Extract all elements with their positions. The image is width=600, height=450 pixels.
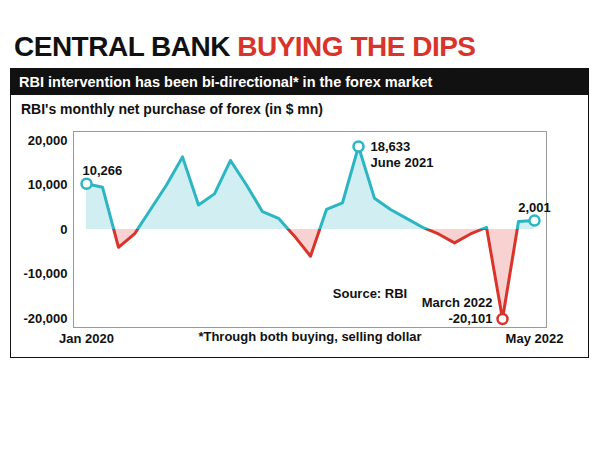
svg-text:March 2022: March 2022 <box>422 295 493 310</box>
svg-text:-10,000: -10,000 <box>23 266 67 281</box>
svg-text:June 2021: June 2021 <box>371 155 434 170</box>
html-text:RBI's monthly net purchase of: RBI's monthly net purchase of forex (in … <box>21 101 323 117</box>
svg-text:*Through both buying, selling: *Through both buying, selling dollar <box>198 329 421 344</box>
svg-text:18,633: 18,633 <box>371 139 411 154</box>
svg-text:-20,000: -20,000 <box>23 311 67 326</box>
svg-text:May 2022: May 2022 <box>506 331 564 346</box>
html-text:RBI intervention has been bi-d: RBI intervention has been bi-directional… <box>19 74 433 90</box>
svg-text:-20,101: -20,101 <box>448 311 492 326</box>
svg-text:0: 0 <box>60 222 67 237</box>
svg-text:20,000: 20,000 <box>28 133 68 148</box>
svg-text:10,000: 10,000 <box>28 177 68 192</box>
svg-text:2,001: 2,001 <box>518 200 551 215</box>
svg-text:Source: RBI: Source: RBI <box>333 286 407 301</box>
svg-text:Jan 2020: Jan 2020 <box>59 331 114 346</box>
html-text:CENTRAL BANK BUYING THE DIPS: CENTRAL BANK BUYING THE DIPS <box>14 31 476 62</box>
svg-text:10,266: 10,266 <box>83 163 123 178</box>
